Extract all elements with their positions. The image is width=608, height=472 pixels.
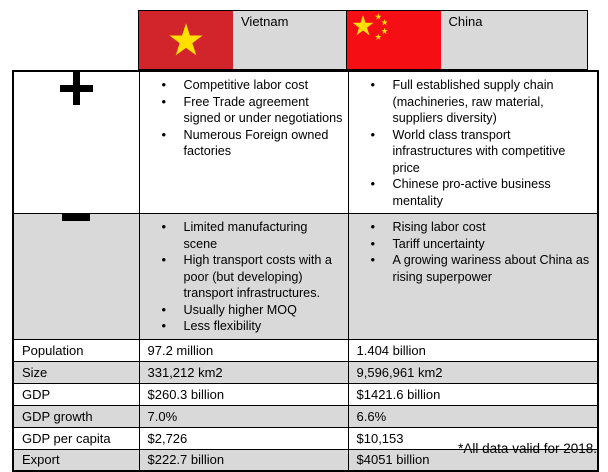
vietnam-cons-cell: Limited manufacturing sceneHigh transpor… [138, 213, 349, 340]
bullet-item: Full established supply chain (machineri… [369, 77, 594, 127]
china-cons-cell: Rising labor costTariff uncertaintyA gro… [347, 213, 599, 340]
stat-vietnam-value: 7.0% [138, 404, 349, 428]
pros-symbol-cell [12, 70, 140, 214]
bullet-item: Free Trade agreement signed or under neg… [160, 94, 344, 127]
bullet-item: High transport costs with a poor (but de… [160, 252, 344, 302]
bullet-item: Competitive labor cost [160, 77, 344, 94]
vietnam-pros-cell: Competitive labor costFree Trade agreeme… [138, 70, 349, 214]
cons-row: Limited manufacturing sceneHigh transpor… [12, 213, 599, 340]
bullet-item: Tariff uncertainty [369, 236, 594, 253]
header-china-cell: China [345, 10, 588, 70]
stat-label: Size [12, 360, 140, 384]
comparison-table: Competitive labor costFree Trade agreeme… [12, 70, 599, 472]
stat-row-gdp-growth: GDP growth 7.0% 6.6% [12, 404, 599, 428]
vietnam-column-label: Vietnam [241, 14, 289, 29]
header-row: Vietnam China [138, 10, 588, 70]
china-pros-cell: Full established supply chain (machineri… [347, 70, 599, 214]
pros-row: Competitive labor costFree Trade agreeme… [12, 70, 599, 214]
stat-vietnam-value: 331,212 km2 [138, 360, 349, 384]
china-column-label: China [448, 14, 483, 29]
stat-vietnam-value: $2,726 [138, 426, 349, 450]
bullet-item: Rising labor cost [369, 219, 594, 236]
bullet-item: Less flexibility [160, 318, 344, 335]
stat-row-population: Population 97.2 million 1.404 billion [12, 338, 599, 362]
bullet-item: Chinese pro-active business mentality [369, 176, 594, 209]
cons-symbol-cell [12, 213, 140, 340]
stat-vietnam-value: $260.3 billion [138, 382, 349, 406]
china-flag-icon [346, 11, 441, 69]
vietnam-pros-list: Competitive labor costFree Trade agreeme… [140, 77, 347, 160]
stat-label: Population [12, 338, 140, 362]
stat-china-value: 9,596,961 km2 [347, 360, 599, 384]
vietnam-cons-list: Limited manufacturing sceneHigh transpor… [140, 219, 347, 335]
stat-label: GDP growth [12, 404, 140, 428]
vietnam-flag-icon [139, 11, 233, 69]
stat-row-size: Size 331,212 km2 9,596,961 km2 [12, 360, 599, 384]
stat-china-value: $1421.6 billion [347, 382, 599, 406]
china-pros-list: Full established supply chain (machineri… [349, 77, 597, 209]
bullet-item: Usually higher MOQ [160, 302, 344, 319]
china-cons-list: Rising labor costTariff uncertaintyA gro… [349, 219, 597, 285]
stat-china-value: $10,153 [347, 426, 599, 450]
bullet-item: A growing wariness about China as rising… [369, 252, 594, 285]
bullet-item: World class transport infrastructures wi… [369, 127, 594, 177]
stat-row-gdp: GDP $260.3 billion $1421.6 billion [12, 382, 599, 406]
stat-label: GDP per capita [12, 426, 140, 450]
stat-china-value: 6.6% [347, 404, 599, 428]
bullet-item: Limited manufacturing scene [160, 219, 344, 252]
bullet-item: Numerous Foreign owned factories [160, 127, 344, 160]
minus-icon [62, 214, 91, 221]
footnote: *All data valid for 2018. [458, 441, 597, 456]
stat-label: GDP [12, 382, 140, 406]
stat-row-gdp-per-capita: GDP per capita $2,726 $10,153 [12, 426, 599, 450]
stat-china-value: 1.404 billion [347, 338, 599, 362]
stat-vietnam-value: 97.2 million [138, 338, 349, 362]
plus-icon [59, 72, 93, 105]
header-vietnam-cell: Vietnam [138, 10, 347, 70]
